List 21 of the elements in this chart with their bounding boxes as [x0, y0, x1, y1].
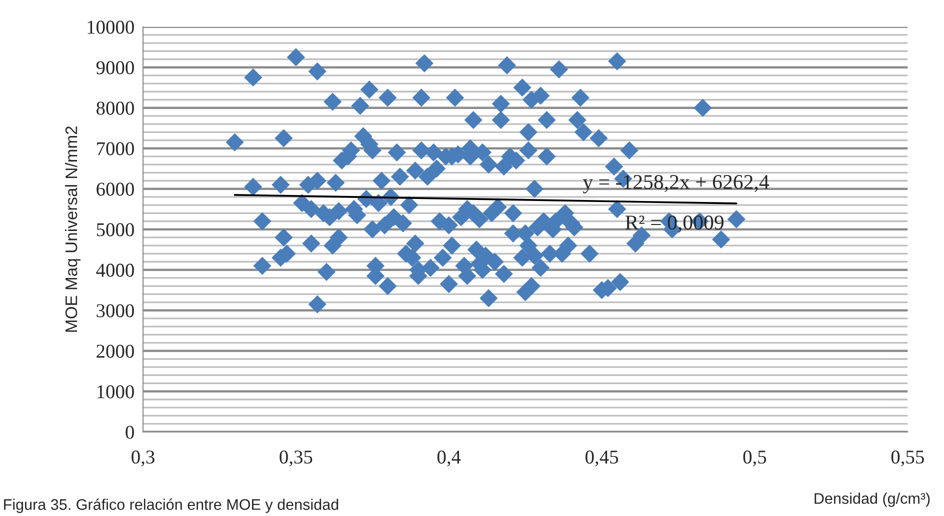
y-tick-label: 9000 — [96, 61, 134, 74]
y-axis-title: MOE Maq Universal N/mm2 — [64, 126, 81, 332]
y-tick-label: 10000 — [88, 20, 134, 34]
x-tick-label: 0,35 — [280, 450, 312, 466]
text: Figura 35. Gráfico relación entre MOE y densidad — [4, 498, 338, 513]
x-tick-label: 0,55 — [891, 450, 924, 466]
x-tick-label: 0,5 — [743, 450, 766, 466]
annotation: y = -1258,2x + 6262,4 — [582, 175, 770, 194]
y-tick-label: 6000 — [96, 182, 134, 196]
y-tick-label: 3000 — [96, 304, 134, 318]
y-tick-label: 1000 — [98, 385, 134, 398]
y-tick-label: 5000 — [96, 223, 134, 236]
x-tick-label: 0,4 — [437, 450, 461, 466]
x-tick-label: 0,45 — [586, 450, 618, 466]
y-tick-label: 4000 — [96, 264, 134, 277]
y-tick-label: 7000 — [97, 142, 134, 156]
y-tick-label: 0 — [126, 426, 134, 439]
x-axis-title: Densidad (g/cm³) — [814, 492, 930, 507]
y-tick-label: 8000 — [96, 102, 134, 115]
y-tick-label: 2000 — [96, 344, 134, 358]
x-tick-label: 0,3 — [132, 450, 154, 466]
